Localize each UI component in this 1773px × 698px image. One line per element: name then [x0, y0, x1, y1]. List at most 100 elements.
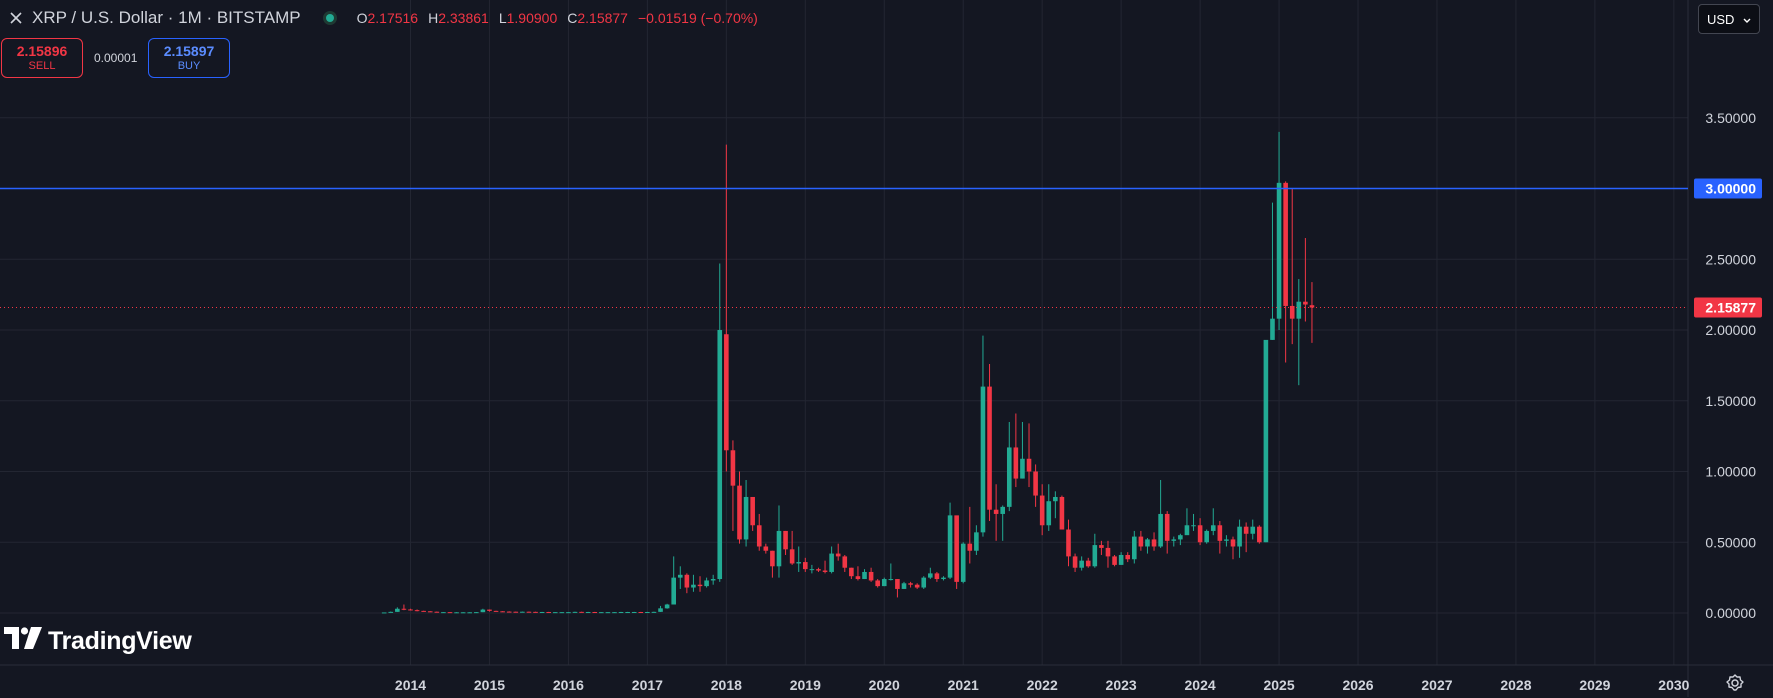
candle-body [454, 612, 459, 614]
collapse-icon[interactable] [6, 8, 26, 28]
candle [908, 581, 913, 588]
time-tick-label: 2020 [869, 677, 900, 693]
candle-body [401, 608, 407, 610]
currency-value: USD [1707, 11, 1735, 27]
candle [934, 571, 940, 582]
candle-body [1138, 536, 1144, 547]
candle [710, 574, 716, 585]
candle-body [474, 612, 479, 614]
price-tick-label: 1.00000 [1705, 464, 1756, 480]
ohlc-open: O2.17516 [356, 10, 419, 26]
candle-body [730, 450, 736, 486]
chevron-down-icon [1743, 12, 1751, 27]
candle [460, 612, 466, 614]
candle-body [1309, 305, 1315, 308]
currency-selector[interactable]: USD [1698, 4, 1760, 34]
sell-button[interactable]: 2.15896 SELL [1, 38, 83, 78]
candle [1105, 540, 1111, 568]
candle [1303, 238, 1308, 322]
candle-body [1217, 525, 1223, 541]
candle-body [704, 580, 709, 587]
candle [987, 363, 992, 522]
candle [572, 611, 578, 613]
horizontal-line-label-bg [1694, 178, 1762, 199]
time-tick-label: 2023 [1106, 677, 1137, 693]
market-status-icon[interactable] [322, 11, 337, 25]
candle-body [1171, 539, 1177, 541]
time-tick-label: 2028 [1500, 677, 1531, 693]
candle [618, 611, 624, 614]
candle [500, 611, 505, 613]
candle [1289, 188, 1295, 345]
candle-body [414, 610, 420, 612]
candle-body [585, 612, 591, 614]
candle [875, 579, 880, 588]
candle-body [960, 543, 966, 582]
ohlc-change: −0.01519 (−0.70%) [637, 10, 758, 26]
candle [1171, 536, 1177, 547]
candle [835, 543, 841, 561]
candle [1283, 181, 1288, 363]
candle-body [441, 612, 446, 614]
candle [1072, 553, 1078, 572]
time-tick-label: 2029 [1579, 677, 1610, 693]
candle-body [566, 612, 571, 614]
candle-body [1118, 554, 1124, 565]
candle [1191, 513, 1196, 531]
candle [605, 612, 611, 614]
candle [730, 440, 736, 531]
candle-body [756, 525, 762, 547]
candle [980, 335, 986, 537]
buy-button[interactable]: 2.15897 BUY [148, 38, 230, 78]
candle [552, 612, 558, 614]
candles [381, 131, 1315, 614]
candle [414, 609, 420, 612]
candle [928, 567, 933, 580]
candle-body [1263, 339, 1269, 543]
candle [421, 610, 426, 612]
candle [1138, 530, 1144, 551]
candle-body [710, 579, 716, 581]
candle [1118, 552, 1124, 565]
candle-body [987, 386, 992, 510]
settings-icon[interactable] [1725, 673, 1745, 693]
candle-body [533, 611, 538, 613]
candle-body [1020, 458, 1025, 479]
candle [1039, 484, 1045, 536]
candle [717, 263, 723, 582]
candle [1263, 339, 1269, 543]
price-tick-label: 2.00000 [1705, 322, 1756, 338]
candle-body [1059, 496, 1065, 530]
tradingview-logo[interactable]: TradingView [4, 626, 192, 656]
candle [1224, 535, 1229, 547]
buy-label: BUY [177, 60, 201, 72]
candle-body [829, 553, 834, 572]
candle-body [947, 515, 953, 578]
candle [388, 611, 394, 613]
candle-body [1283, 182, 1288, 306]
candle [1184, 508, 1190, 536]
time-tick-label: 2022 [1027, 677, 1058, 693]
candle [1270, 202, 1275, 340]
candle [829, 546, 834, 574]
candle [1026, 423, 1032, 488]
symbol-title[interactable]: XRP / U.S. Dollar · 1M · BITSTAMP [32, 8, 301, 27]
candle-body [500, 611, 505, 613]
candle-body [1184, 525, 1190, 536]
candle [1204, 529, 1209, 544]
candle-body [1289, 305, 1295, 319]
candle [599, 612, 604, 614]
candle-body [579, 611, 584, 613]
candle-body [1079, 560, 1084, 568]
candle [855, 566, 861, 581]
candle-body [1006, 447, 1012, 507]
candle [914, 583, 920, 589]
candle [625, 611, 630, 614]
price-tick-label: 1.50000 [1705, 393, 1756, 409]
candle [868, 567, 874, 582]
chart-legend: XRP / U.S. Dollar · 1M · BITSTAMP O2.175… [6, 6, 758, 30]
candle [651, 611, 657, 613]
candle [677, 566, 683, 589]
candle-body [888, 579, 894, 581]
